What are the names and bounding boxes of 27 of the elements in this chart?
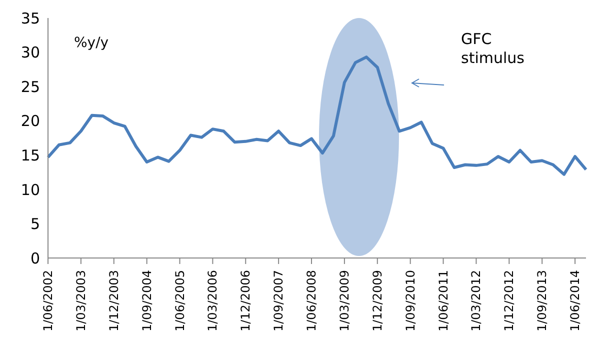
x-tick-label: 1/09/2004 (140, 270, 154, 332)
x-tick-label: 1/03/2006 (206, 270, 220, 332)
x-tick-label: 1/06/2008 (304, 270, 319, 332)
y-tick-label: 30 (20, 44, 40, 62)
y-tick-label: 20 (20, 112, 40, 130)
x-tick-label: 1/09/2010 (403, 270, 418, 332)
x-tick-label: 1/06/2002 (41, 270, 55, 332)
x-tick-label: 1/03/2003 (74, 270, 88, 332)
y-tick-label: 25 (20, 78, 40, 96)
x-tick-label: 1/09/2013 (535, 270, 550, 332)
x-tick-label: 1/12/2006 (238, 270, 253, 332)
annotation: GFC stimulus (461, 30, 526, 68)
x-tick-label: 1/06/2011 (436, 270, 450, 332)
x-tick-label: 1/03/2012 (469, 270, 484, 332)
x-tick-label: 1/09/2007 (272, 270, 286, 332)
y-tick-label: 10 (20, 180, 40, 199)
y-axis-title: %y/y (74, 35, 109, 51)
x-tick-label: 1/12/2003 (106, 270, 121, 332)
x-tick-label: 1/06/2005 (172, 270, 187, 332)
x-tick-label: 1/03/2009 (337, 270, 352, 332)
x-tick-label: 1/12/2012 (502, 270, 516, 332)
x-tick-label: 1/06/2014 (568, 270, 582, 332)
y-tick-label: 0 (30, 249, 40, 268)
y-tick-label: 5 (30, 215, 40, 234)
y-tick-label: 35 (20, 9, 40, 28)
y-tick-label: 15 (20, 146, 40, 164)
x-tick-label: 1/12/2009 (370, 270, 384, 332)
